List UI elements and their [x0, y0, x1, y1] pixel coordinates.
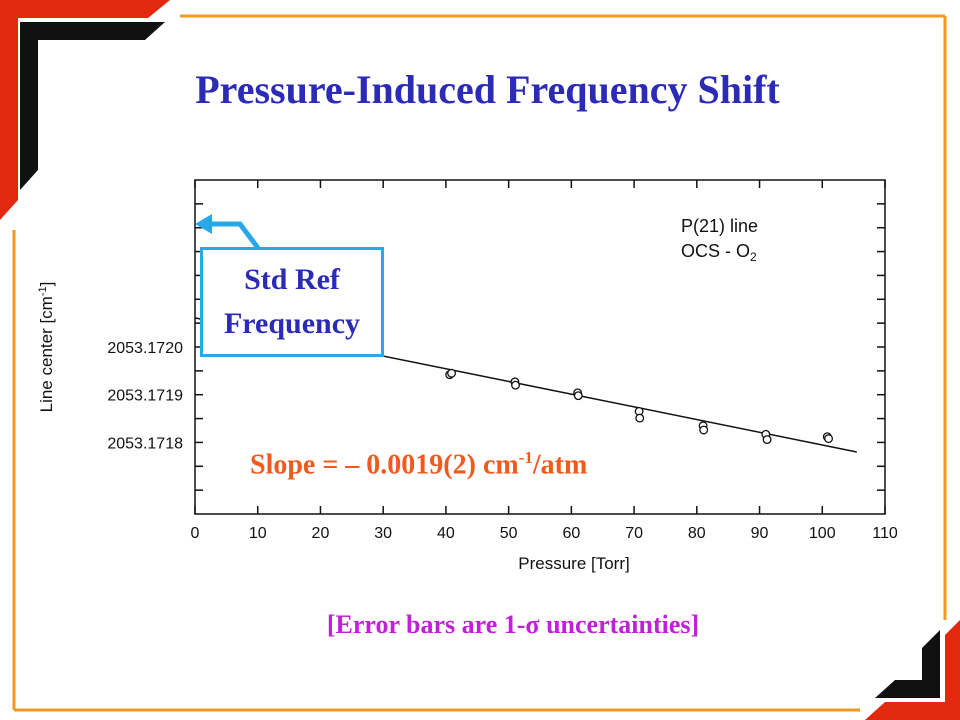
frame-corner-top-left-black: [20, 22, 165, 190]
x-tick-label: 100: [809, 525, 836, 542]
legend-line-2-main: OCS - O: [681, 241, 750, 261]
x-tick-label: 50: [500, 525, 518, 542]
data-point: [635, 413, 645, 423]
data-point: [447, 368, 457, 378]
data-point: [699, 425, 709, 435]
slope-prefix: Slope = – 0.0019(2) cm: [250, 449, 519, 481]
y-axis-title-exp: -1: [37, 286, 49, 296]
x-tick-label: 60: [562, 525, 580, 542]
x-tick-label: 10: [249, 525, 267, 542]
error-note-prefix: [Error bars are 1-: [326, 610, 526, 639]
legend-line-1: P(21) line: [681, 216, 758, 236]
x-tick-label: 70: [625, 525, 643, 542]
error-bar-note: [Error bars are 1-σ uncertainties]: [0, 610, 960, 640]
ref-arrow: [195, 214, 260, 250]
slope-suffix: /atm: [532, 449, 588, 481]
x-tick-label: 20: [312, 525, 330, 542]
y-axis-title-close: ]: [37, 282, 56, 287]
y-tick-label: 2053.1718: [107, 435, 183, 452]
slope-annotation: Slope = – 0.0019(2) cm-1/atm: [250, 448, 587, 481]
slope-exponent: -1: [518, 448, 533, 467]
ref-box-line-1: Std Ref: [244, 263, 340, 296]
x-tick-label: 80: [688, 525, 706, 542]
slide-title: Pressure-Induced Frequency Shift: [195, 67, 780, 112]
y-tick-label: 2053.1719: [107, 388, 183, 405]
legend-line-2: OCS - O2: [681, 241, 757, 264]
x-axis-title: Pressure [Torr]: [518, 554, 629, 573]
legend-line-2-sub: 2: [750, 250, 757, 264]
error-note-suffix: uncertainties]: [539, 610, 700, 639]
x-tick-label: 110: [872, 525, 898, 542]
x-tick-label: 30: [374, 525, 392, 542]
ref-box-line-2: Frequency: [223, 307, 361, 340]
ref-arrow-head: [195, 214, 212, 234]
std-ref-frequency-box: Std Ref Frequency: [200, 247, 384, 357]
data-point: [824, 434, 833, 444]
y-axis-title-main: Line center [cm: [37, 296, 56, 412]
ref-arrow-shaft: [205, 221, 260, 250]
y-axis-title: Line center [cm-1]: [37, 282, 56, 413]
y-axis: 2053.1718 2053.1719 2053.1720: [107, 203, 885, 491]
frame-corner-bottom-right-red: [865, 620, 960, 720]
data-points: [445, 368, 833, 445]
x-axis: 0 10 20 30 40 50 60 70 80 90 100 110: [191, 180, 898, 542]
data-point: [762, 435, 772, 445]
x-tick-label: 0: [191, 525, 200, 542]
frame-corner-top-left-red-side: [0, 0, 18, 220]
x-tick-label: 90: [751, 525, 769, 542]
data-point: [573, 391, 583, 401]
y-tick-label: 2053.1720: [107, 340, 183, 357]
x-tick-label: 40: [437, 525, 455, 542]
data-point: [511, 380, 520, 390]
frame-corner-top-left-red: [0, 0, 170, 18]
frame-corner-bottom-right-black: [875, 630, 940, 698]
sigma-symbol: σ: [525, 610, 540, 639]
